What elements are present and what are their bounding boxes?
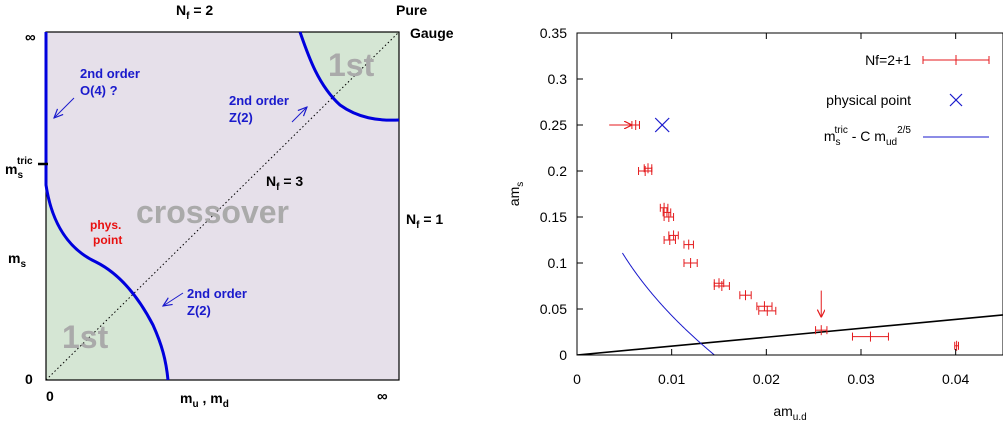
crossover-label: crossover: [136, 194, 289, 230]
y-tick-label: 0.2: [548, 163, 568, 179]
nf2-label: Nf = 2: [176, 2, 213, 22]
phys-point-line1: phys.: [90, 218, 121, 232]
phys-point-line2: point: [93, 233, 122, 247]
x-tick-label: 0.01: [658, 371, 685, 387]
x-tick-label: 0: [573, 371, 581, 387]
z2-top-arrow: [291, 107, 307, 123]
nf3-label: Nf = 3: [266, 173, 303, 193]
legend-marker-nf21: [922, 55, 990, 65]
boundary-line-left: [44, 32, 170, 381]
y-tick-label: 0.3: [548, 71, 568, 87]
pure-label: Pure: [396, 2, 427, 18]
data-point-nf21: [668, 230, 679, 241]
data-point-nf21: [683, 258, 698, 268]
plot-frame: [576, 32, 1003, 356]
o4-annotation-line2: O(4) ?: [80, 83, 118, 98]
x-axis-label: amu.d: [773, 403, 806, 421]
x-tick-label: 0.02: [753, 371, 780, 387]
legend-label-physical-point: physical point: [826, 92, 911, 108]
fit-curve: [622, 252, 716, 355]
axis-ticks: 0 0.01 0.02 0.03 0.04 0 0.05 0.1 0.15 0.2 0.25 0.3 0…: [540, 25, 970, 387]
first-order-region-top: [300, 32, 399, 121]
data-point-nf21: [815, 325, 828, 336]
zero-left: 0: [25, 371, 33, 387]
columbia-plot: Nf = 2 Pure Gauge ∞ ∞ 0 0 mstric ms mu ,…: [5, 2, 454, 410]
x-tick-label: 0.03: [847, 371, 874, 387]
z2-top-annotation-line2: Z(2): [229, 110, 253, 125]
infinity-right: ∞: [377, 388, 388, 405]
diagram-frame: [45, 31, 400, 381]
z2-bottom-arrow: [163, 292, 184, 306]
y-tick-label: 0: [559, 347, 567, 363]
first-order-bottom-label: 1st: [62, 319, 109, 355]
data-point-nf21: [643, 163, 653, 174]
z2-bottom-annotation-line2: Z(2): [187, 303, 211, 318]
legend: Nf=2+1 physical point mstric - C mud2/5: [824, 52, 990, 148]
nf3-diagonal: [45, 31, 400, 381]
y-tick-label: 0.1: [548, 255, 568, 271]
o4-annotation-line1: 2nd order: [80, 66, 140, 81]
nf1-label: Nf = 1: [406, 211, 443, 231]
plot-content: [577, 117, 1003, 355]
data-point-nf21: [663, 212, 675, 222]
data-point-nf21: [631, 120, 640, 130]
black-reference-line: [577, 314, 1003, 355]
data-point-nf21: [662, 207, 672, 218]
boundary-line-top: [298, 31, 400, 122]
y-axis-label: ams: [506, 182, 526, 206]
physical-point-marker: [654, 117, 670, 133]
legend-marker-physical-point: [949, 93, 963, 107]
gauge-label: Gauge: [410, 25, 454, 41]
scatter-plot: 0 0.01 0.02 0.03 0.04 0 0.05 0.1 0.15 0.2 0.25 0.3 0…: [506, 25, 1003, 421]
z2-top-annotation-line1: 2nd order: [229, 93, 289, 108]
y-tick-label: 0.25: [540, 117, 567, 133]
y-tick-label: 0.15: [540, 209, 567, 225]
data-point-nf21: [739, 290, 752, 301]
data-point-nf21: [756, 301, 773, 312]
infinity-top: ∞: [25, 29, 36, 46]
o4-arrow: [54, 97, 75, 118]
x-tick-label: 0.04: [942, 371, 969, 387]
data-point-nf21: [713, 281, 730, 291]
ms-label: ms: [8, 250, 26, 270]
data-point-nf21: [758, 305, 777, 316]
legend-label-nf21: Nf=2+1: [865, 52, 911, 68]
data-point-nf21: [638, 166, 653, 176]
mu-md-label: mu , md: [180, 390, 229, 410]
data-point-nf21: [851, 331, 889, 342]
mstric-label: mstric: [5, 156, 33, 181]
legend-label-fit: mstric - C mud2/5: [824, 125, 912, 148]
first-order-top-label: 1st: [328, 47, 375, 83]
z2-bottom-annotation-line1: 2nd order: [187, 286, 247, 301]
data-point-nf21: [683, 239, 694, 250]
y-tick-label: 0.35: [540, 25, 567, 41]
first-order-region-bottom: [46, 185, 168, 380]
data-point-nf21: [954, 340, 960, 351]
zero-bottom: 0: [46, 388, 54, 404]
y-tick-label: 0.05: [540, 301, 567, 317]
